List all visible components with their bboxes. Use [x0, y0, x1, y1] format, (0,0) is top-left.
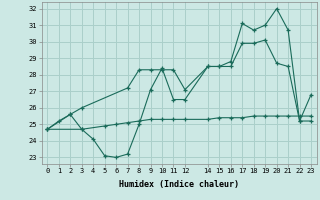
X-axis label: Humidex (Indice chaleur): Humidex (Indice chaleur)	[119, 180, 239, 189]
